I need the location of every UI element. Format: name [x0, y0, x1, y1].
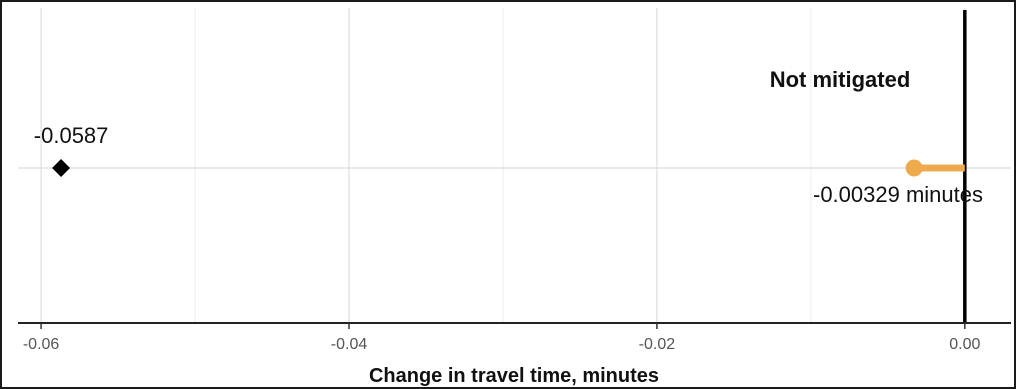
- diamond-point: [52, 159, 71, 177]
- diamond-point-label: -0.0587: [34, 123, 109, 148]
- x-axis: -0.06 -0.04 -0.02 0.00: [18, 322, 1011, 353]
- x-axis-label: Change in travel time, minutes: [369, 365, 659, 387]
- grid-lines: [18, 8, 1011, 323]
- x-tick-label: 0.00: [949, 336, 980, 353]
- x-tick-label: -0.02: [639, 336, 676, 353]
- x-tick-label: -0.06: [23, 336, 60, 353]
- annotation-not-mitigated: Not mitigated: [770, 67, 911, 92]
- orange-point-label: -0.00329 minutes: [813, 182, 983, 207]
- chart-marks: Not mitigated -0.0587 -0.00329 minutes: [34, 10, 983, 323]
- x-tick-label: -0.04: [331, 336, 368, 353]
- orange-point: [905, 159, 923, 177]
